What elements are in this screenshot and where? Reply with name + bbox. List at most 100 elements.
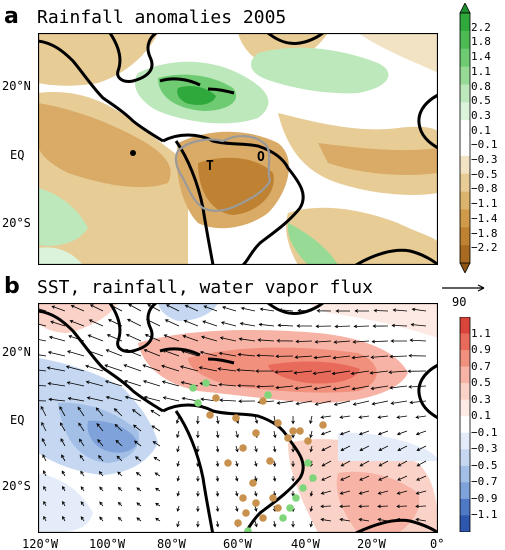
flux-vector-arrow: [256, 384, 275, 389]
flux-vector-arrow: [78, 422, 85, 432]
flux-vector-arrow: [415, 517, 427, 522]
wet-station-dot: [299, 484, 307, 492]
colorbar-a-segment: [460, 120, 470, 139]
colorbar-a-label: 0.5: [471, 94, 491, 108]
flux-vector-arrow: [321, 475, 332, 481]
flux-vector-arrow: [409, 400, 427, 405]
dry-station-dot: [266, 457, 274, 465]
colorbar-a-label: −2.2: [471, 241, 498, 255]
flux-vector-arrow: [176, 490, 180, 497]
site-marker-o: O: [257, 150, 265, 165]
lon-60w: 60°W: [223, 537, 252, 550]
flux-vector-arrow: [107, 319, 123, 327]
flux-vector-arrow: [389, 385, 408, 390]
colorbar-a-label: 1.4: [471, 50, 491, 64]
flux-vector-arrow: [350, 370, 370, 376]
flux-vector-arrow: [371, 400, 389, 406]
flux-vector-arrow: [312, 370, 332, 375]
flux-vector-arrow: [237, 352, 256, 357]
flux-vector-arrow: [164, 319, 180, 327]
flux-vector-arrow: [397, 460, 408, 467]
wet-station-dot: [292, 494, 300, 502]
flux-vector-arrow: [321, 460, 332, 467]
colorbar-b-label: −0.3: [471, 442, 498, 456]
flux-vector-arrow: [196, 460, 200, 468]
flux-vector-arrow: [256, 353, 275, 358]
flux-vector-arrow: [132, 424, 142, 432]
flux-vector-arrow: [278, 308, 294, 312]
flux-vector-arrow: [339, 415, 351, 419]
flux-vector-arrow: [105, 395, 123, 402]
flux-vector-arrow: [276, 339, 294, 343]
warm-sst-region: [308, 303, 438, 338]
flux-vector-arrow: [163, 334, 180, 342]
dry-station-dot: [259, 397, 267, 405]
reference-vector-label: 90: [452, 295, 467, 309]
flux-vector-arrow: [176, 430, 180, 439]
flux-vector-arrow: [215, 460, 220, 467]
flux-vector-arrow: [42, 454, 47, 462]
warm-sst-region: [336, 471, 420, 533]
flux-vector-arrow: [175, 415, 180, 425]
colorbar-a-label: −1.4: [471, 211, 498, 225]
flux-vector-arrow: [218, 382, 237, 387]
flux-vector-arrow: [274, 370, 294, 374]
flux-vector-arrow: [98, 470, 104, 477]
flux-vector-arrow: [142, 380, 161, 387]
dry-anomaly-region: [318, 143, 438, 175]
flux-vector-arrow: [377, 430, 389, 436]
flux-vector-arrow: [370, 355, 389, 359]
flux-vector-arrow: [136, 487, 142, 492]
colorbar-b-segment: [460, 317, 470, 334]
flux-vector-arrow: [339, 490, 351, 495]
flux-vector-arrow: [80, 501, 85, 507]
flux-vector-arrow: [38, 308, 47, 312]
flux-vector-arrow: [415, 504, 427, 509]
flux-vector-arrow: [396, 430, 408, 436]
flux-vector-arrow: [309, 415, 313, 425]
flux-vector-arrow: [257, 338, 275, 342]
flux-vector-arrow: [128, 304, 142, 312]
flux-vector-arrow: [358, 490, 370, 495]
dry-station-dot: [259, 514, 267, 522]
flux-vector-arrow: [320, 504, 332, 509]
wet-anomaly-region: [38, 247, 83, 265]
flux-vector-arrow: [199, 350, 218, 357]
flux-vector-arrow: [79, 438, 85, 447]
flux-vector-arrow: [41, 438, 47, 447]
flux-vector-arrow: [372, 324, 389, 328]
flux-vector-arrow: [351, 385, 370, 391]
flux-vector-arrow: [142, 364, 161, 372]
dry-station-dot: [296, 427, 304, 435]
flux-vector-arrow: [87, 334, 104, 342]
colorbar-a-segment: [460, 30, 470, 50]
panel-b-title: SST, rainfall, water vapor flux: [37, 277, 373, 298]
flux-vector-arrow: [377, 490, 389, 495]
flux-vector-arrow: [389, 354, 408, 359]
flux-vector-arrow: [50, 320, 66, 327]
flux-vector-arrow: [254, 415, 259, 424]
panel-a-title: Rainfall anomalies 2005: [37, 7, 287, 28]
flux-vector-arrow: [359, 460, 370, 467]
flux-vector-arrow: [155, 487, 161, 492]
flux-vector-arrow: [183, 319, 199, 327]
flux-vector-arrow: [125, 333, 142, 342]
dry-station-dot: [234, 519, 242, 527]
flux-vector-arrow: [176, 475, 180, 482]
flux-vector-arrow: [352, 340, 370, 344]
warm-sst-region: [268, 361, 360, 384]
flux-vector-arrow: [162, 396, 180, 402]
colorbar-a-label: 1.1: [471, 64, 491, 78]
flux-vector-arrow: [294, 355, 313, 359]
flux-vector-arrow: [331, 370, 351, 376]
wet-station-dot: [264, 391, 272, 399]
flux-vector-arrow: [358, 517, 370, 522]
flux-vector-arrow: [351, 355, 370, 360]
flux-vector-arrow: [117, 516, 123, 522]
flux-vector-arrow: [62, 515, 66, 522]
flux-vector-arrow: [353, 324, 370, 329]
flux-vector-arrow: [41, 421, 47, 432]
flux-vector-arrow: [339, 517, 351, 522]
flux-vector-arrow: [196, 505, 200, 513]
flux-vector-arrow: [377, 504, 389, 509]
